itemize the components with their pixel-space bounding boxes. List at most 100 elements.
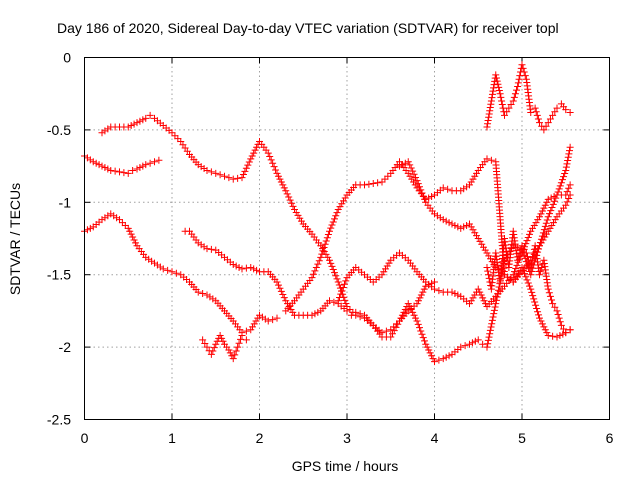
data-point	[89, 158, 97, 166]
data-point	[545, 289, 553, 297]
data-point	[480, 243, 487, 251]
data-point	[413, 317, 421, 325]
data-point	[451, 290, 459, 298]
data-point	[221, 172, 228, 180]
data-point	[491, 303, 499, 311]
data-point	[489, 313, 497, 321]
data-point	[317, 242, 325, 250]
series-track-9	[483, 61, 574, 134]
data-point	[471, 229, 479, 237]
data-point	[484, 336, 492, 344]
data-point	[409, 308, 417, 316]
data-point	[171, 132, 179, 140]
data-point	[238, 174, 246, 182]
data-point	[548, 296, 556, 304]
data-point	[484, 120, 492, 128]
data-point	[312, 263, 320, 271]
data-point	[515, 253, 523, 261]
data-point	[566, 326, 574, 334]
data-point	[553, 104, 561, 112]
x-tick-labels: 0 1 2 3 4 5 6	[81, 430, 614, 446]
data-point	[509, 97, 517, 105]
data-point	[369, 179, 377, 187]
data-point	[431, 358, 438, 366]
data-point	[329, 266, 337, 274]
data-point	[407, 305, 415, 313]
data-point	[478, 240, 486, 248]
data-point	[151, 158, 158, 166]
data-point	[421, 195, 428, 203]
data-point	[159, 265, 167, 273]
data-point	[289, 308, 297, 316]
data-point	[483, 155, 491, 163]
data-point	[398, 161, 406, 169]
data-point	[381, 175, 389, 183]
data-point	[287, 305, 295, 313]
data-point	[396, 317, 403, 325]
data-point	[562, 201, 570, 209]
data-point	[562, 166, 570, 174]
data-point	[247, 326, 255, 334]
data-point	[539, 229, 547, 237]
y-tick-label: -2	[59, 339, 72, 355]
data-point	[323, 234, 331, 242]
data-point	[235, 339, 243, 347]
x-tick-label: 1	[168, 430, 176, 446]
data-point	[83, 226, 91, 234]
data-point	[253, 266, 261, 274]
data-point	[414, 180, 422, 188]
data-point	[277, 287, 285, 295]
data-point	[492, 74, 500, 82]
data-point	[534, 216, 542, 224]
data-point	[461, 342, 469, 350]
data-point	[239, 171, 247, 179]
data-point	[445, 352, 453, 360]
series-track-10	[199, 332, 250, 363]
data-point	[515, 269, 522, 277]
data-point	[557, 179, 565, 187]
data-point	[556, 318, 564, 326]
data-point	[513, 86, 521, 94]
data-point	[387, 333, 395, 341]
data-point	[203, 166, 211, 174]
data-point	[565, 150, 573, 158]
data-point	[561, 170, 569, 178]
data-point	[283, 190, 291, 198]
data-point	[471, 337, 479, 345]
data-point	[566, 191, 574, 199]
data-point	[407, 164, 415, 172]
data-point	[298, 217, 305, 225]
data-point	[396, 162, 403, 170]
data-point	[533, 111, 541, 119]
data-point	[292, 208, 300, 216]
data-point	[254, 314, 262, 322]
data-point	[374, 179, 382, 187]
data-point	[226, 349, 234, 357]
data-point	[528, 288, 536, 296]
data-point	[356, 310, 364, 318]
data-point	[530, 295, 538, 303]
data-point	[488, 94, 496, 102]
data-point	[429, 355, 437, 363]
data-point	[352, 308, 360, 316]
data-point	[521, 72, 529, 80]
data-point	[343, 307, 351, 315]
series-track-3	[81, 210, 281, 337]
data-point	[378, 271, 386, 279]
data-point	[247, 155, 255, 163]
data-point	[486, 107, 494, 115]
data-point	[404, 169, 412, 177]
data-point	[209, 347, 217, 355]
data-point	[382, 327, 390, 335]
data-point	[294, 211, 302, 219]
data-point	[544, 213, 552, 221]
data-point	[544, 195, 552, 203]
data-point	[555, 314, 563, 322]
x-axis-label: GPS time / hours	[292, 458, 399, 474]
data-point	[507, 101, 515, 109]
data-point	[309, 270, 317, 278]
data-point	[242, 336, 250, 344]
data-point	[469, 294, 477, 302]
data-point	[498, 97, 506, 105]
data-point	[514, 256, 522, 264]
